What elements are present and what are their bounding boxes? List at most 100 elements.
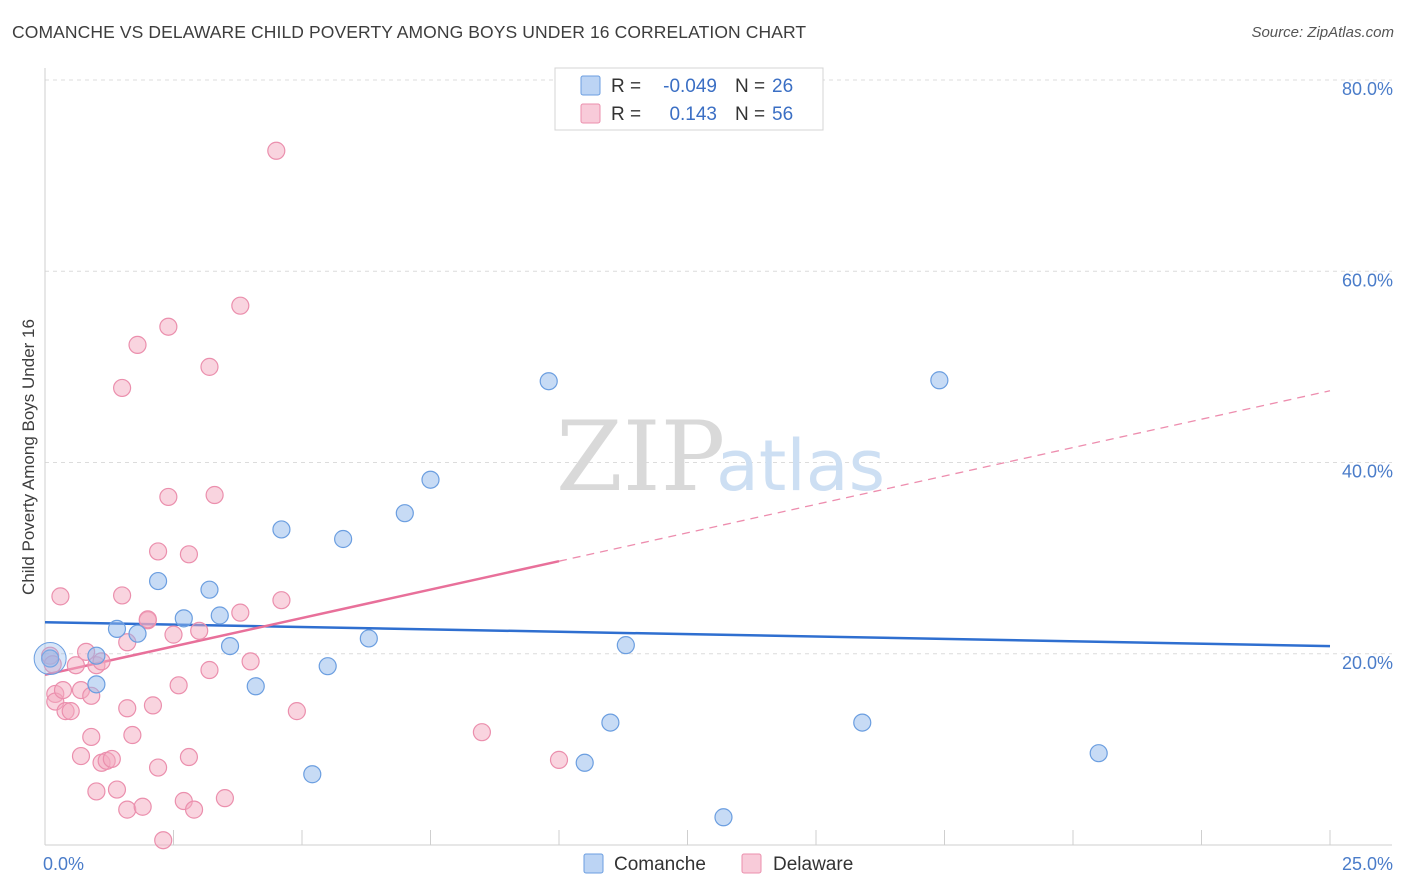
point-comanche [220, 636, 240, 656]
legend: R = -0.049 N = 26 R = 0.143 N = 56 [554, 67, 824, 131]
point-delaware [118, 800, 137, 819]
legend-n-label-delaware: N = [735, 104, 765, 125]
point-delaware [200, 357, 219, 376]
point-comanche [303, 765, 322, 784]
trend-line-extension-delaware [558, 390, 1331, 562]
point-delaware [169, 676, 188, 695]
point-delaware [190, 621, 209, 640]
point-delaware [472, 723, 491, 742]
point-comanche [41, 649, 60, 668]
point-delaware [200, 660, 219, 680]
point-comanche [272, 520, 291, 539]
point-comanche [421, 470, 440, 489]
x-tick-label-max: 25.0% [1342, 854, 1393, 874]
point-delaware [51, 587, 70, 606]
point-delaware [205, 485, 224, 505]
legend-r-value-delaware: 0.143 [669, 104, 717, 125]
point-delaware [53, 680, 73, 700]
point-comanche [148, 571, 168, 591]
point-delaware [143, 696, 163, 715]
point-comanche [87, 675, 106, 694]
x-tick-labels: 0.0% 25.0% [43, 854, 1393, 874]
point-delaware [61, 702, 80, 721]
watermark: ZIP atlas [556, 401, 885, 513]
point-delaware [138, 610, 157, 629]
point-comanche [210, 606, 229, 625]
watermark-atlas: atlas [716, 425, 885, 507]
y-tick-label: 20.0% [1342, 653, 1393, 673]
point-delaware [112, 378, 132, 398]
watermark-zip: ZIP [556, 401, 725, 513]
point-delaware [231, 296, 250, 315]
axes [44, 68, 1392, 846]
bottom-legend-label-delaware: Delaware [773, 854, 853, 875]
point-cluster-comanche [33, 642, 67, 676]
point-delaware [148, 542, 168, 561]
legend-n-value-comanche: 26 [772, 76, 793, 97]
legend-r-label-delaware: R = [611, 104, 641, 125]
point-delaware [107, 780, 127, 799]
point-comanche [575, 753, 594, 772]
trend-line-delaware [44, 559, 560, 677]
point-delaware [549, 750, 569, 769]
point-delaware [159, 317, 178, 336]
legend-n-label-comanche: N = [735, 76, 765, 97]
point-comanche [334, 529, 353, 549]
point-delaware [87, 782, 106, 801]
point-comanche [539, 372, 558, 391]
point-delaware [71, 746, 91, 766]
point-delaware [215, 789, 234, 808]
y-tick-label: 80.0% [1342, 79, 1393, 99]
bottom-legend-label-comanche: Comanche [614, 854, 706, 875]
point-delaware [82, 727, 101, 747]
point-comanche [87, 646, 106, 665]
grid-lines [45, 79, 1392, 655]
point-delaware [154, 831, 173, 850]
legend-r-label-comanche: R = [611, 76, 641, 97]
point-delaware [267, 141, 286, 160]
point-comanche [1089, 744, 1108, 763]
point-delaware [241, 652, 260, 671]
y-axis-label: Child Poverty Among Boys Under 16 [19, 319, 38, 595]
chart-title: COMANCHE VS DELAWARE CHILD POVERTY AMONG… [12, 22, 807, 42]
point-comanche [128, 624, 147, 643]
point-comanche [395, 504, 414, 523]
point-delaware [159, 487, 178, 507]
point-delaware [148, 758, 168, 777]
point-comanche [200, 580, 219, 599]
point-delaware [184, 800, 204, 819]
point-comanche [174, 609, 193, 628]
point-delaware [102, 749, 121, 769]
y-tick-label: 60.0% [1342, 270, 1393, 290]
point-delaware [231, 603, 250, 622]
y-tick-label: 40.0% [1342, 462, 1393, 482]
trend-lines [44, 390, 1331, 677]
point-delaware [272, 591, 291, 610]
point-comanche [601, 713, 620, 732]
point-delaware [164, 625, 183, 644]
point-comanche [318, 657, 337, 676]
point-delaware [179, 545, 199, 564]
y-tick-labels: 20.0% 40.0% 60.0% 80.0% [1342, 79, 1393, 673]
point-delaware [123, 725, 142, 745]
point-comanche [359, 629, 378, 648]
point-delaware [133, 797, 152, 816]
legend-swatch-delaware [580, 103, 601, 124]
bottom-legend: Comanche Delaware [583, 853, 853, 875]
x-tick-label-min: 0.0% [43, 854, 84, 874]
legend-r-value-comanche: -0.049 [663, 76, 717, 97]
legend-n-value-delaware: 56 [772, 104, 793, 125]
point-comanche [246, 677, 265, 696]
source-note: Source: ZipAtlas.com [1251, 24, 1394, 41]
point-comanche [853, 713, 872, 732]
point-delaware [112, 586, 132, 605]
point-delaware [287, 702, 306, 721]
point-delaware [118, 699, 137, 718]
data-points [33, 141, 1108, 850]
point-comanche [107, 619, 127, 638]
bottom-legend-swatch-comanche [583, 853, 604, 874]
point-delaware [66, 656, 85, 675]
point-delaware [179, 747, 199, 767]
point-comanche [616, 636, 635, 655]
